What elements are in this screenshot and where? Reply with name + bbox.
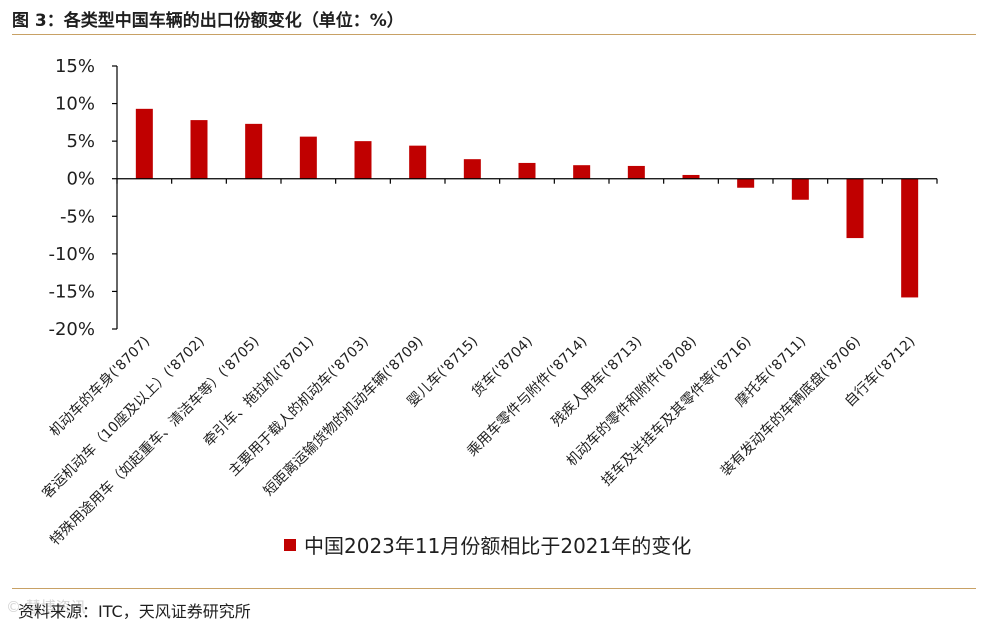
bar [245,123,263,179]
legend: 中国2023年11月份额相比于2021年的变化 [284,530,691,559]
bar [737,178,755,188]
category-label: 机动车的车身('8707) [46,333,153,440]
bar [135,108,153,179]
legend-label: 中国2023年11月份额相比于2021年的变化 [304,534,692,558]
y-tick-label: -20% [48,319,95,340]
category-labels: 机动车的车身('8707)客运机动车（10座及以上）('8702)特殊用途用车（… [39,333,919,549]
y-tick-label: -10% [48,244,95,265]
legend-swatch [284,538,296,551]
category-label: 残疾人用车('8713) [548,333,645,430]
watermark: © 慧博资讯 [6,598,86,616]
bar [573,165,591,179]
bar [627,165,645,179]
x-axis [116,178,938,184]
bars [135,108,919,298]
bar [791,178,809,200]
y-axis: 15% 10% 5% 0% -5% -10% -15% -20% [48,56,118,340]
y-tick-label: 5% [66,131,95,152]
bottom-divider [12,588,976,589]
bar [682,174,700,179]
bar [190,120,208,179]
y-tick-label: -5% [60,206,95,227]
source-note: 资料来源：ITC，天风证券研究所 [18,602,251,621]
y-tick-label: -15% [48,281,95,302]
bar [901,178,919,298]
top-divider [12,34,976,35]
y-tick-label: 15% [55,56,95,77]
category-label: 特殊用途用车（如起重车、清洁车等）('8705) [47,333,263,549]
bar [846,178,864,239]
bar [463,159,481,179]
y-tick-label: 10% [55,94,95,115]
bar [518,162,536,179]
y-tick-label: 0% [66,169,95,190]
bar [299,136,317,179]
figure-title: 图 3：各类型中国车辆的出口份额变化（单位：%） [12,11,404,31]
category-label: 牵引车、拖拉机('8701) [200,333,317,450]
bar [409,145,427,179]
bar [354,141,372,179]
